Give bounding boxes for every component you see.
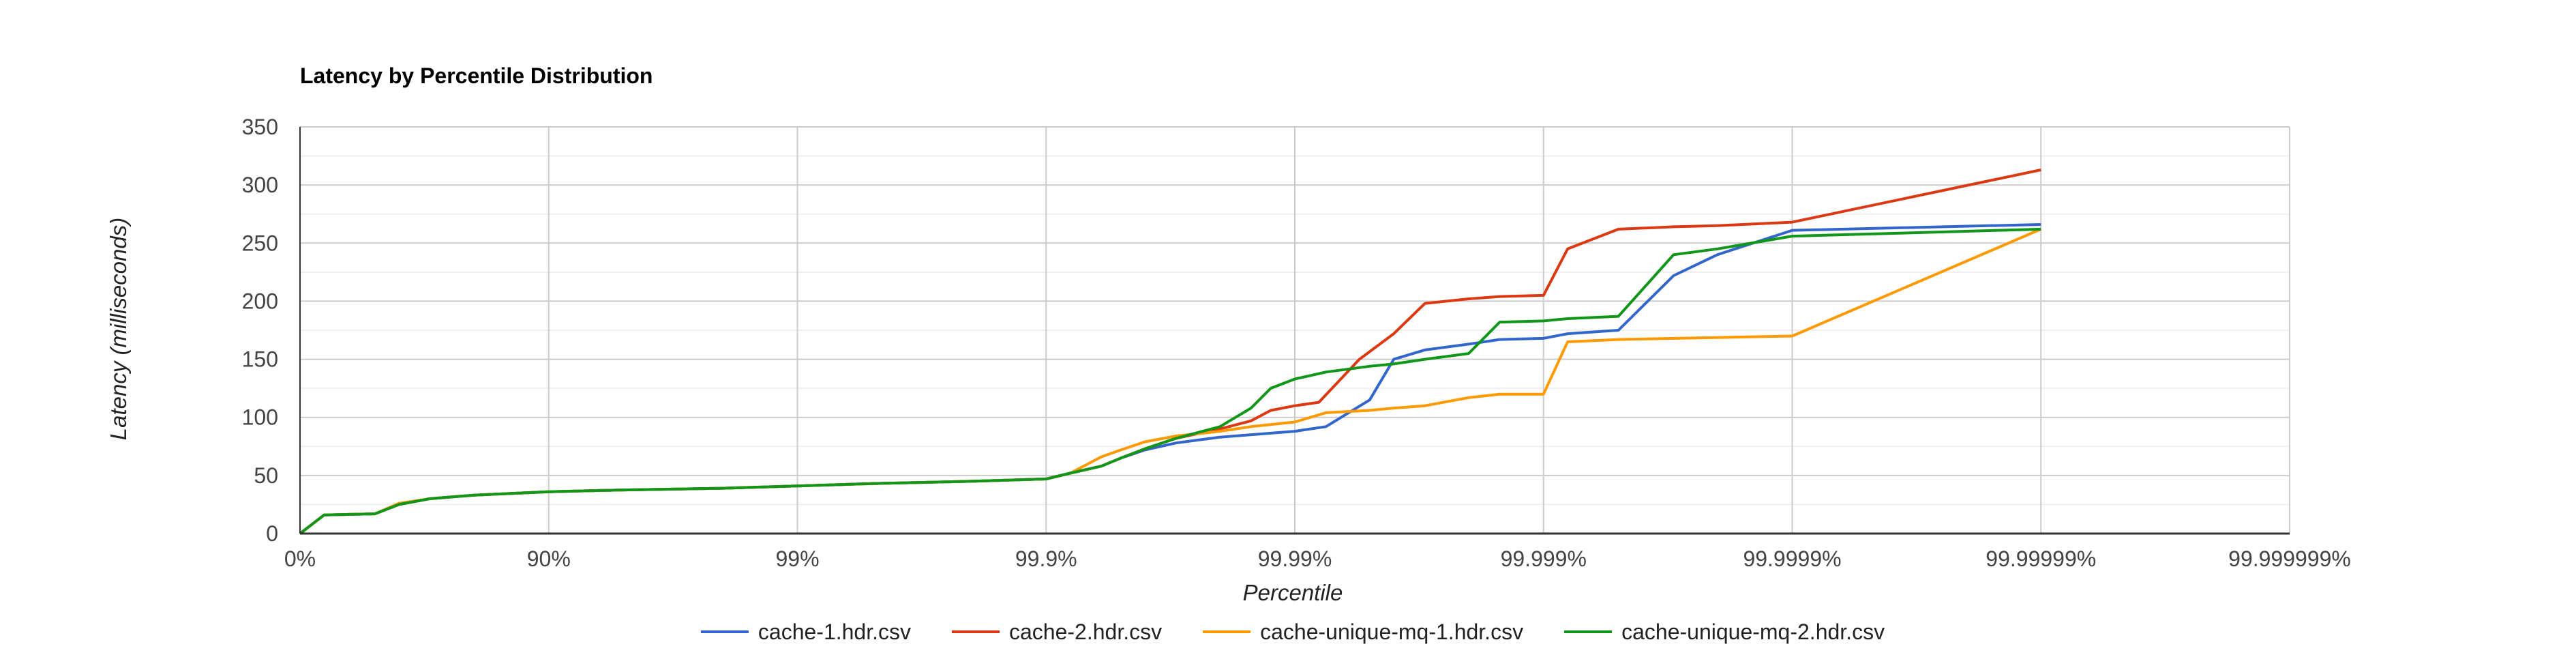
x-tick-label: 99.999999% <box>2228 547 2351 571</box>
y-tick-label: 350 <box>242 115 278 139</box>
y-tick-label: 150 <box>242 347 278 372</box>
legend: cache-1.hdr.csv cache-2.hdr.csv cache-uniq… <box>700 620 1885 644</box>
y-tick-labels: 0 50 100 150 200 250 300 350 <box>242 115 278 546</box>
x-tick-label: 99.999% <box>1501 547 1587 571</box>
legend-label: cache-2.hdr.csv <box>1009 620 1162 644</box>
y-tick-label: 100 <box>242 405 278 430</box>
x-tick-label: 99.99% <box>1258 547 1332 571</box>
y-tick-label: 0 <box>266 521 278 546</box>
legend-item: cache-unique-mq-2.hdr.csv <box>1564 620 1885 644</box>
y-tick-label: 200 <box>242 289 278 313</box>
x-tick-label: 99.9999% <box>1743 547 1841 571</box>
x-tick-label: 99.99999% <box>1986 547 2096 571</box>
legend-label: cache-unique-mq-2.hdr.csv <box>1621 620 1885 644</box>
legend-label: cache-unique-mq-1.hdr.csv <box>1260 620 1523 644</box>
gridlines <box>300 126 2290 534</box>
chart-title: Latency by Percentile Distribution <box>300 63 653 88</box>
y-tick-label: 50 <box>254 463 278 488</box>
y-tick-label: 250 <box>242 231 278 255</box>
y-tick-label: 300 <box>242 173 278 197</box>
x-tick-label: 0% <box>284 547 316 571</box>
series-line-4 <box>299 227 2041 535</box>
legend-item: cache-unique-mq-1.hdr.csv <box>1203 620 1523 644</box>
x-tick-labels: 0% 90% 99% 99.9% 99.99% 99.999% 99.9999% 99.999… <box>284 547 2351 571</box>
legend-item: cache-1.hdr.csv <box>700 620 911 644</box>
x-axis-title: Percentile <box>1243 580 1343 605</box>
legend-item: cache-2.hdr.csv <box>952 620 1162 644</box>
axes <box>299 127 2290 535</box>
x-tick-label: 99.9% <box>1015 547 1077 571</box>
x-tick-label: 99% <box>775 547 819 571</box>
legend-label: cache-1.hdr.csv <box>758 620 911 644</box>
x-tick-label: 90% <box>527 547 571 571</box>
y-axis-title: Latency (milliseconds) <box>106 218 131 440</box>
series-lines <box>299 169 2041 535</box>
